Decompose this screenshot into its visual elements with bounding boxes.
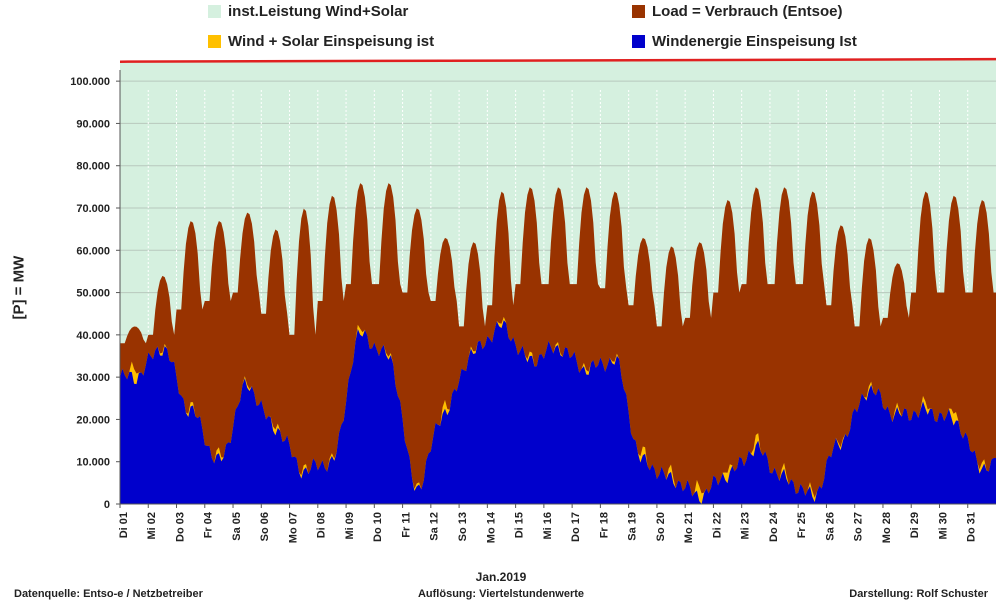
x-tick-label: Di 08	[316, 512, 328, 538]
x-tick-label: So 13	[457, 512, 469, 541]
y-tick-label: 60.000	[76, 245, 110, 257]
x-tick-label: Do 17	[570, 512, 582, 542]
x-tick-label: Fr 25	[796, 512, 808, 538]
x-tick-label: Mi 16	[542, 512, 554, 540]
x-tick-label: Do 24	[768, 511, 780, 542]
x-tick-label: Di 01	[118, 512, 130, 538]
x-tick-label: So 27	[853, 512, 865, 541]
x-tick-label: So 20	[655, 512, 667, 541]
x-tick-label: Mi 30	[937, 512, 949, 540]
legend-label-load: Load = Verbrauch (Entsoe)	[652, 3, 843, 20]
x-tick-label: Mi 23	[740, 512, 752, 540]
y-tick-label: 80.000	[76, 161, 110, 173]
x-tick-label: Mo 28	[881, 512, 893, 543]
x-tick-label: Sa 26	[824, 512, 836, 541]
x-tick-label: Fr 04	[203, 511, 215, 538]
legend-label-installed: inst.Leistung Wind+Solar	[228, 3, 409, 20]
footer-author: Darstellung: Rolf Schuster	[849, 588, 988, 600]
x-tick-label: Mi 09	[344, 512, 356, 540]
x-tick-label: Di 15	[514, 512, 526, 538]
x-tick-label: Mo 21	[683, 512, 695, 543]
legend-label-wind-solar: Wind + Solar Einspeisung ist	[228, 33, 435, 50]
y-tick-label: 0	[104, 499, 110, 511]
x-tick-label: Mi 02	[146, 512, 158, 540]
x-tick-label: Do 31	[966, 512, 978, 542]
y-tick-label: 100.000	[70, 76, 110, 88]
y-tick-label: 40.000	[76, 330, 110, 342]
legend-item-installed: inst.Leistung Wind+Solar	[208, 3, 408, 20]
x-tick-label: Fr 18	[598, 512, 610, 538]
installed-capacity-line	[119, 57, 997, 63]
x-tick-label: Do 10	[372, 512, 384, 542]
legend-label-wind: Windenergie Einspeisung Ist	[652, 33, 857, 50]
legend-swatch-wind	[632, 35, 645, 48]
y-tick-label: 20.000	[76, 414, 110, 426]
wind-area	[120, 320, 996, 504]
legend-item-wind: Windenergie Einspeisung Ist	[632, 33, 857, 50]
x-tick-label: Sa 19	[627, 512, 639, 541]
y-axis-label: [P] = MW	[10, 255, 28, 320]
x-tick-label: Di 29	[909, 512, 921, 538]
y-tick-label: 50.000	[76, 288, 110, 300]
x-tick-label: Fr 11	[400, 512, 412, 538]
x-tick-label: Mo 07	[287, 512, 299, 543]
footer-resolution: Auflösung: Viertelstundenwerte	[417, 588, 585, 600]
y-tick-label: 90.000	[76, 118, 110, 130]
footer-source: Datenquelle: Entso-e / Netzbetreiber	[14, 588, 203, 600]
legend-item-wind-solar: Wind + Solar Einspeisung ist	[208, 33, 434, 50]
y-tick-label: 70.000	[76, 203, 110, 215]
y-tick-label: 30.000	[76, 372, 110, 384]
legend-swatch-wind-solar	[208, 35, 221, 48]
x-tick-label: So 06	[259, 512, 271, 541]
x-tick-label: Mo 14	[485, 511, 497, 543]
x-axis-label: Jan.2019	[475, 570, 527, 584]
legend-item-load: Load = Verbrauch (Entsoe)	[632, 3, 842, 20]
x-tick-label: Do 03	[174, 512, 186, 542]
x-tick-label: Sa 05	[231, 512, 243, 541]
y-tick-label: 10.000	[76, 457, 110, 469]
x-tick-label: Sa 12	[429, 512, 441, 541]
x-tick-label: Di 22	[711, 512, 723, 538]
legend-swatch-load	[632, 5, 645, 18]
legend-swatch-installed	[208, 5, 221, 18]
